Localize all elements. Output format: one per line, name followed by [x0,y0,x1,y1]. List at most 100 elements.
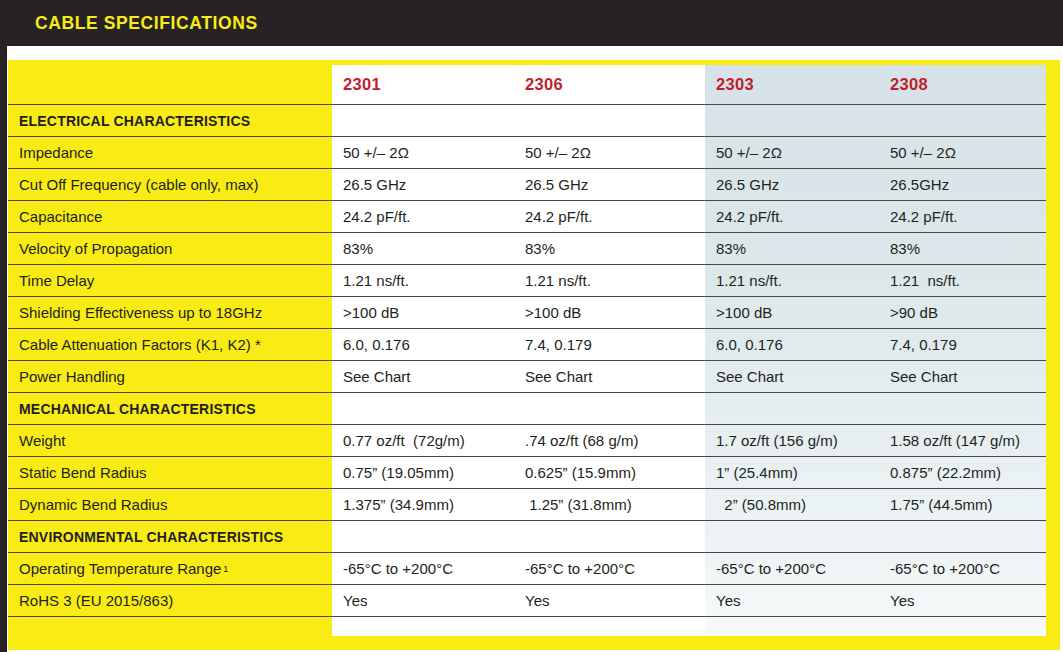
page-left-edge [0,0,7,652]
row-label-text: Cable Attenuation Factors (K1, K2) * [19,336,261,353]
spec-value: 26.5GHz [879,169,1046,200]
column-header-2303: 2303 [705,65,879,104]
spec-row: RoHS 3 (EU 2015/863)YesYesYesYes [8,585,1046,617]
spec-value: 50 +/– 2Ω [879,137,1046,168]
table-right-border [1046,60,1060,650]
section-empty-cell [879,521,1046,552]
row-label: Dynamic Bend Radius [8,489,332,520]
row-label: Power Handling [8,361,332,392]
spec-table: 2301 2306 2303 2308 ELECTRICAL CHARACTER… [8,60,1063,650]
row-label-text: Capacitance [19,208,102,225]
spec-value: 1.21 ns/ft. [514,265,705,296]
column-header-2301: 2301 [332,65,514,104]
section-empty-cell [332,105,514,136]
spec-row: Weight0.77 oz/ft (72g/m).74 oz/ft (68 g/… [8,425,1046,457]
spec-value: Yes [514,585,705,616]
section-empty-cell [705,105,879,136]
spec-row: Time Delay1.21 ns/ft.1.21 ns/ft.1.21 ns/… [8,265,1046,297]
spec-value: -65°C to +200°C [705,553,879,584]
column-header-2306: 2306 [514,65,705,104]
row-label: Impedance [8,137,332,168]
spec-row: Shielding Effectiveness up to 18GHz>100 … [8,297,1046,329]
spec-value: 6.0, 0.176 [705,329,879,360]
row-label-text: Power Handling [19,368,125,385]
spec-row: Operating Temperature Range1-65°C to +20… [8,553,1046,585]
row-label: RoHS 3 (EU 2015/863) [8,585,332,616]
spec-value: -65°C to +200°C [332,553,514,584]
spec-value: 24.2 pF/ft. [879,201,1046,232]
row-label: Shielding Effectiveness up to 18GHz [8,297,332,328]
spec-row: Cut Off Frequency (cable only, max) 26.5 … [8,169,1046,201]
spec-value: 1” (25.4mm) [705,457,879,488]
spec-grid: 2301 2306 2303 2308 ELECTRICAL CHARACTER… [8,65,1046,636]
row-label-text: Time Delay [19,272,94,289]
spec-value: >100 dB [705,297,879,328]
spec-value: 83% [705,233,879,264]
row-label-text: Cut Off Frequency (cable only, max) [19,176,259,193]
row-label: Cable Attenuation Factors (K1, K2) * [8,329,332,360]
spec-value: 2” (50.8mm) [705,489,879,520]
spec-value: 24.2 pF/ft. [514,201,705,232]
spec-row: Dynamic Bend Radius 1.375” (34.9mm) 1.25”… [8,489,1046,521]
spec-value: 50 +/– 2Ω [514,137,705,168]
section-empty-cell [332,393,514,424]
empty-cell [8,617,332,636]
spec-value: 26.5 GHz [514,169,705,200]
header-bar: CABLE SPECIFICATIONS [0,0,1063,46]
spec-value: Yes [332,585,514,616]
spec-row: Impedance50 +/– 2Ω50 +/– 2Ω50 +/– 2Ω50 +… [8,137,1046,169]
section-header-row: ELECTRICAL CHARACTERISTICS [8,105,1046,137]
row-label-text: RoHS 3 (EU 2015/863) [19,592,173,609]
spec-value: -65°C to +200°C [879,553,1046,584]
row-label-text: Dynamic Bend Radius [19,496,167,513]
section-title: ENVIRONMENTAL CHARACTERISTICS [8,521,332,552]
section-header-row: ENVIRONMENTAL CHARACTERISTICS [8,521,1046,553]
section-title: MECHANICAL CHARACTERISTICS [8,393,332,424]
row-label: Capacitance [8,201,332,232]
section-empty-cell [332,521,514,552]
spec-value: 1.25” (31.8mm) [514,489,705,520]
spec-value: 24.2 pF/ft. [332,201,514,232]
spec-value: 1.21 ns/ft. [705,265,879,296]
empty-cell [332,617,514,636]
spec-value: 1.58 oz/ft (147 g/m) [879,425,1046,456]
spec-value: 0.875” (22.2mm) [879,457,1046,488]
spec-value: 6.0, 0.176 [332,329,514,360]
row-label-text: Operating Temperature Range [19,560,221,577]
spec-value: 1.75” (44.5mm) [879,489,1046,520]
row-label-text: Velocity of Propagation [19,240,172,257]
row-label: Weight [8,425,332,456]
spec-value: >100 dB [332,297,514,328]
row-label: Operating Temperature Range1 [8,553,332,584]
spec-value: See Chart [514,361,705,392]
spec-value: 1.21 ns/ft. [879,265,1046,296]
section-empty-cell [879,393,1046,424]
spec-value: See Chart [705,361,879,392]
spec-value: 7.4, 0.179 [514,329,705,360]
spec-value: See Chart [332,361,514,392]
empty-cell [879,617,1046,636]
row-label-text: Impedance [19,144,93,161]
spec-value: 1.7 oz/ft (156 g/m) [705,425,879,456]
spec-value: -65°C to +200°C [514,553,705,584]
spec-value: 1.375” (34.9mm) [332,489,514,520]
spec-row: Power HandlingSee ChartSee ChartSee Char… [8,361,1046,393]
spec-row: Capacitance24.2 pF/ft.24.2 pF/ft.24.2 pF… [8,201,1046,233]
table-bottom-border [8,636,1060,650]
row-label: Time Delay [8,265,332,296]
spec-row: Velocity of Propagation83%83%83%83% [8,233,1046,265]
spec-value: 50 +/– 2Ω [332,137,514,168]
spec-value: See Chart [879,361,1046,392]
spec-value: 0.77 oz/ft (72g/m) [332,425,514,456]
spec-row: Static Bend Radius0.75” (19.05mm)0.625” … [8,457,1046,489]
section-empty-cell [705,521,879,552]
page-title: CABLE SPECIFICATIONS [0,13,258,34]
empty-cell [514,617,705,636]
spec-value: 50 +/– 2Ω [705,137,879,168]
spec-value: 83% [332,233,514,264]
spec-value: >90 dB [879,297,1046,328]
section-empty-cell [705,393,879,424]
spec-value: 24.2 pF/ft. [705,201,879,232]
section-title: ELECTRICAL CHARACTERISTICS [8,105,332,136]
row-label: Velocity of Propagation [8,233,332,264]
